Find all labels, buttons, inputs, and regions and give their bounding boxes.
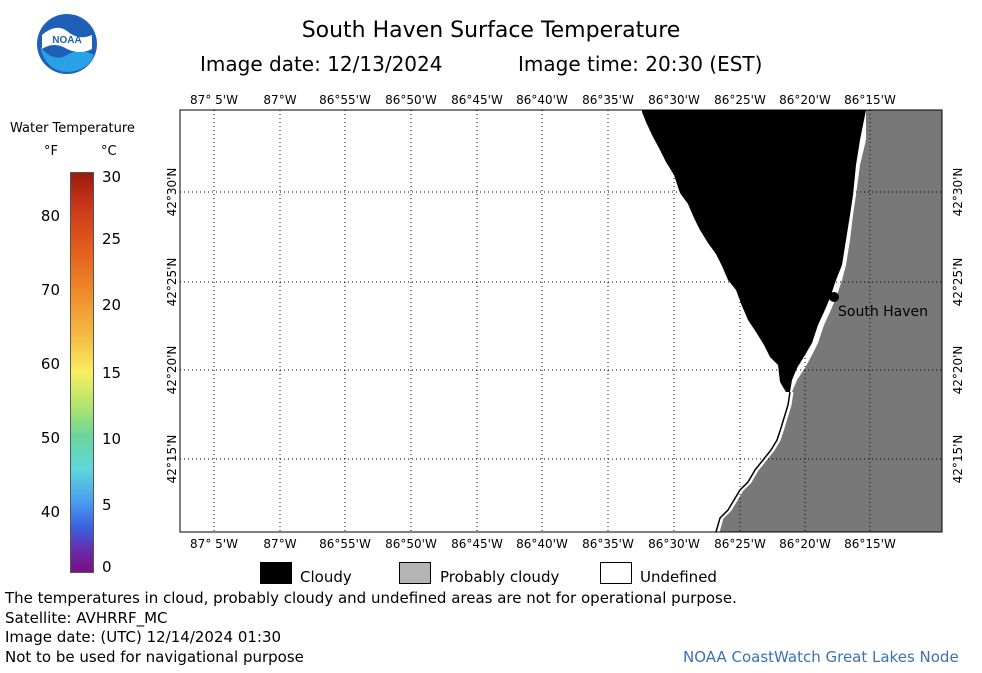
unit-fahrenheit: °F [44,144,58,159]
logo-text: NOAA [52,35,81,46]
lon-label-top: 86°25'W [714,93,766,107]
probably-cloudy-area [718,110,942,532]
city-label: South Haven [838,304,928,320]
c-tick: 10 [102,430,122,448]
lon-label-top: 86°15'W [844,93,896,107]
lon-label-bottom: 87° 5'W [190,537,238,551]
lon-label-bottom: 86°20'W [779,537,831,551]
f-tick: 70 [40,281,60,299]
image-time: Image time: 20:30 (EST) [518,52,763,76]
lon-label-top: 86°45'W [451,93,503,107]
utc-date-text: Image date: (UTC) 12/14/2024 01:30 [5,628,282,646]
lon-label-top: 87°W [263,93,296,107]
city-marker [829,292,839,302]
c-tick: 25 [102,230,122,248]
lon-label-top: 86°40'W [516,93,568,107]
lat-label-right: 42°30'N [951,168,965,217]
lat-label-left: 42°25'N [165,258,179,307]
legend-undefined-swatch [600,562,632,584]
map-frame [179,109,943,533]
shoreline-edge [715,391,791,533]
c-tick: 0 [102,558,112,576]
lat-label-left: 42°15'N [165,435,179,484]
lon-label-top: 87° 5'W [190,93,238,107]
f-tick: 60 [40,355,60,373]
lon-label-top: 86°55'W [319,93,371,107]
f-tick: 50 [40,429,60,447]
lon-label-top: 86°50'W [385,93,437,107]
lat-label-right: 42°20'N [951,346,965,395]
map: South Haven 87° 5'W 87°W 86°55'W 86°50'W… [165,93,965,551]
lon-label-top: 86°20'W [779,93,831,107]
lon-label-bottom: 86°25'W [714,537,766,551]
satellite-text: Satellite: AVHRRF_MC [5,609,168,627]
f-tick: 40 [40,503,60,521]
lon-label-top: 86°35'W [582,93,634,107]
credit-text: NOAA CoastWatch Great Lakes Node [683,648,959,666]
c-tick: 20 [102,296,122,314]
shoreline [716,391,794,533]
legend-cloudy-label: Cloudy [300,568,352,586]
legend-undefined-label: Undefined [640,568,717,586]
graticule [180,110,942,532]
temperature-colorbar [70,172,94,573]
lon-label-bottom: 86°30'W [648,537,700,551]
legend-probably-cloudy-swatch [399,562,431,584]
lon-label-top: 86°30'W [648,93,700,107]
colorbar-title: Water Temperature [10,121,135,136]
lon-label-bottom: 86°50'W [385,537,437,551]
lon-label-bottom: 86°40'W [516,537,568,551]
lat-label-left: 42°30'N [165,168,179,217]
legend-probably-cloudy-label: Probably cloudy [440,568,560,586]
lon-label-bottom: 87°W [263,537,296,551]
lat-label-right: 42°15'N [951,435,965,484]
legend-cloudy-swatch [260,562,292,584]
f-tick: 80 [40,207,60,225]
navigation-warning: Not to be used for navigational purpose [5,648,304,666]
lat-label-left: 42°20'N [165,346,179,395]
lon-label-bottom: 86°15'W [844,537,896,551]
disclaimer-text: The temperatures in cloud, probably clou… [5,589,737,607]
noaa-logo: NOAA [36,13,98,75]
lat-label-right: 42°25'N [951,258,965,307]
c-tick: 15 [102,364,122,382]
unit-celsius: °C [101,144,117,159]
c-tick: 5 [102,496,112,514]
lon-label-bottom: 86°45'W [451,537,503,551]
c-tick: 30 [102,168,122,186]
lon-label-bottom: 86°55'W [319,537,371,551]
lon-label-bottom: 86°35'W [582,537,634,551]
cloudy-area [642,110,866,392]
image-date: Image date: 12/13/2024 [200,52,443,76]
page-title: South Haven Surface Temperature [301,18,681,43]
